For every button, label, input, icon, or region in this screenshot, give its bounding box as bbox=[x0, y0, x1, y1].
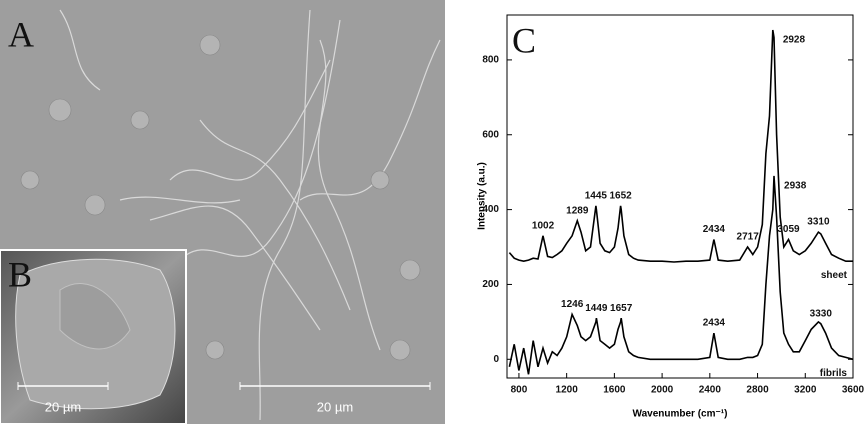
x-tick-label: 2000 bbox=[651, 385, 674, 396]
spectrum-line bbox=[508, 175, 854, 375]
peak-label: 1445 bbox=[585, 190, 608, 201]
peak-label: 2434 bbox=[703, 318, 726, 329]
scale-label: 20 µm bbox=[45, 399, 81, 414]
y-tick-label: 800 bbox=[482, 55, 499, 66]
spectrum-line bbox=[508, 29, 853, 263]
peak-label: 2434 bbox=[703, 224, 726, 235]
peak-label: 1246 bbox=[561, 299, 584, 310]
series-label: sheet bbox=[821, 270, 848, 281]
peak-label: 1657 bbox=[610, 303, 633, 314]
peak-label: 3330 bbox=[810, 308, 833, 319]
y-axis-label: Intensity (a.u.) bbox=[477, 162, 488, 230]
x-tick-label: 2400 bbox=[699, 385, 722, 396]
y-tick-label: 600 bbox=[482, 129, 499, 140]
panel-letter: B bbox=[8, 254, 32, 294]
plot-frame bbox=[506, 14, 854, 379]
panel-letter: A bbox=[8, 14, 34, 54]
panel-letter: C bbox=[512, 20, 536, 60]
x-axis-label: Wavenumber (cm⁻¹) bbox=[633, 409, 728, 420]
peak-label: 1449 bbox=[585, 303, 608, 314]
peak-label: 2928 bbox=[783, 35, 806, 46]
series-label: fibrils bbox=[820, 368, 848, 379]
x-tick-label: 3200 bbox=[794, 385, 817, 396]
x-tick-label: 2800 bbox=[746, 385, 769, 396]
scale-label: 20 µm bbox=[317, 399, 353, 414]
peak-label: 2717 bbox=[737, 232, 760, 243]
y-tick-label: 200 bbox=[482, 279, 499, 290]
x-tick-label: 3600 bbox=[842, 385, 865, 396]
x-tick-label: 1200 bbox=[556, 385, 579, 396]
peak-label: 2938 bbox=[784, 181, 807, 192]
y-tick-label: 400 bbox=[482, 204, 499, 215]
x-tick-label: 800 bbox=[511, 385, 528, 396]
peak-label: 1002 bbox=[532, 220, 555, 231]
peak-label: 1289 bbox=[566, 205, 589, 216]
peak-label: 3310 bbox=[807, 217, 830, 228]
x-tick-label: 1600 bbox=[603, 385, 626, 396]
peak-label: 3059 bbox=[777, 224, 800, 235]
peak-label: 1652 bbox=[609, 190, 632, 201]
panel-b-image bbox=[0, 249, 187, 425]
y-tick-label: 0 bbox=[493, 354, 499, 365]
